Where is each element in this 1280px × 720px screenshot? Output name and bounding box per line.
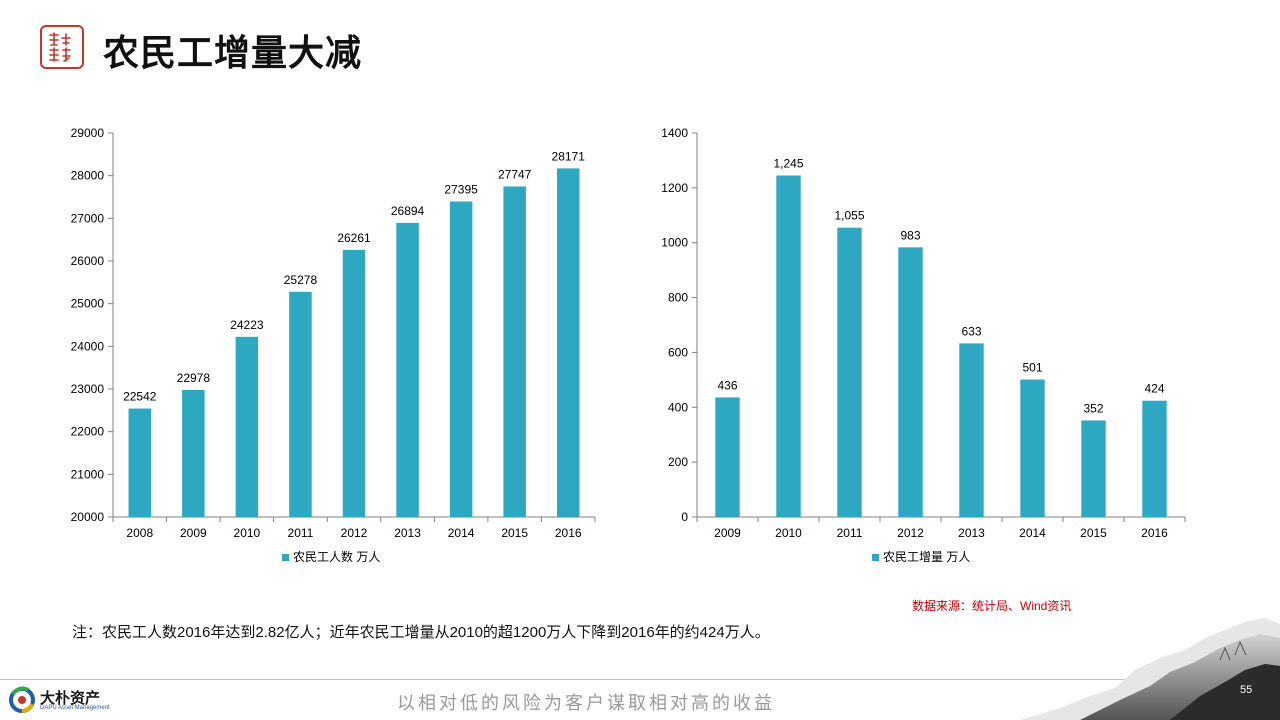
y-tick-label: 1200 bbox=[661, 181, 688, 195]
x-tick-label: 2009 bbox=[180, 526, 207, 540]
bar bbox=[959, 343, 984, 517]
y-tick-label: 21000 bbox=[71, 467, 105, 481]
x-tick-label: 2016 bbox=[555, 526, 582, 540]
bar bbox=[342, 249, 366, 517]
y-tick-label: 23000 bbox=[71, 382, 105, 396]
data-label: 22542 bbox=[123, 390, 157, 404]
bar bbox=[503, 186, 526, 517]
data-label: 26261 bbox=[337, 231, 371, 245]
footnote: 注：农民工人数2016年达到2.82亿人；近年农民工增量从2010的超1200万… bbox=[72, 624, 770, 641]
data-label: 1,055 bbox=[834, 209, 864, 223]
y-tick-label: 25000 bbox=[71, 297, 105, 311]
legend-label: 农民工增量 万人 bbox=[883, 550, 970, 564]
data-label: 24223 bbox=[230, 318, 264, 332]
x-tick-label: 2015 bbox=[501, 526, 528, 540]
data-label: 436 bbox=[717, 378, 737, 392]
y-tick-label: 24000 bbox=[71, 339, 105, 353]
bar bbox=[1142, 400, 1167, 517]
data-label: 27395 bbox=[444, 182, 478, 196]
bar bbox=[449, 201, 473, 517]
x-tick-label: 2016 bbox=[1141, 526, 1168, 540]
y-tick-label: 600 bbox=[668, 345, 688, 359]
x-tick-label: 2015 bbox=[1080, 526, 1107, 540]
x-tick-label: 2014 bbox=[1019, 526, 1046, 540]
ink-mountain-decoration bbox=[1020, 618, 1280, 720]
data-label: 22978 bbox=[177, 371, 211, 385]
data-label: 352 bbox=[1083, 401, 1103, 415]
y-tick-label: 20000 bbox=[71, 510, 105, 524]
bar bbox=[1081, 420, 1106, 517]
data-label: 27747 bbox=[498, 167, 532, 181]
x-tick-label: 2009 bbox=[714, 526, 741, 540]
bar bbox=[1020, 379, 1045, 517]
x-tick-label: 2012 bbox=[897, 526, 924, 540]
bar bbox=[556, 168, 580, 517]
x-tick-label: 2011 bbox=[837, 526, 863, 540]
bar bbox=[396, 222, 419, 517]
company-logo: 大朴资产 DAPU Asset Management bbox=[8, 686, 118, 716]
company-logo-icon bbox=[9, 686, 35, 713]
bar bbox=[235, 336, 259, 517]
bar bbox=[128, 408, 152, 517]
legend-swatch bbox=[282, 554, 289, 561]
x-tick-label: 2014 bbox=[448, 526, 475, 540]
data-label: 25278 bbox=[284, 273, 318, 287]
data-label: 983 bbox=[900, 228, 920, 242]
data-label: 1,245 bbox=[773, 157, 803, 171]
page-number: 55 bbox=[1240, 684, 1253, 696]
y-tick-label: 27000 bbox=[71, 211, 105, 225]
footer-divider bbox=[0, 679, 1235, 680]
bar bbox=[289, 291, 312, 517]
y-tick-label: 0 bbox=[681, 510, 688, 524]
seal-icon bbox=[49, 32, 71, 62]
y-tick-label: 200 bbox=[668, 455, 688, 469]
legend-label: 农民工人数 万人 bbox=[293, 549, 380, 564]
bar bbox=[182, 389, 205, 517]
y-tick-label: 400 bbox=[668, 400, 688, 414]
bar bbox=[837, 227, 862, 517]
slogan: 以相对低的风险为客户谋取相对高的收益 bbox=[397, 693, 775, 714]
page-title: 农民工增量大减 bbox=[103, 32, 363, 73]
x-tick-label: 2010 bbox=[234, 526, 261, 540]
y-tick-label: 1400 bbox=[661, 126, 688, 140]
data-label: 501 bbox=[1022, 361, 1042, 375]
bar bbox=[776, 175, 801, 517]
bar bbox=[898, 247, 923, 517]
y-tick-label: 26000 bbox=[71, 254, 105, 268]
data-label: 424 bbox=[1144, 382, 1164, 396]
company-name: 大朴资产 bbox=[40, 690, 101, 707]
data-source: 数据来源：统计局、Wind资讯 bbox=[912, 599, 1072, 613]
x-tick-label: 2010 bbox=[775, 526, 802, 540]
chart-farmer-workers-increase: 0 200 400 600 800 1000 1200 1400 436 2009 1,245 201… bbox=[661, 126, 1186, 564]
data-label: 28171 bbox=[552, 149, 586, 163]
chart-farmer-workers-total: 20000 21000 22000 23000 24000 25000 26000 27000… bbox=[71, 126, 596, 564]
y-tick-label: 29000 bbox=[71, 126, 105, 140]
data-label: 26894 bbox=[391, 204, 425, 218]
data-label: 633 bbox=[961, 324, 981, 338]
x-tick-label: 2013 bbox=[394, 526, 421, 540]
y-tick-label: 28000 bbox=[71, 169, 105, 183]
company-name-en: DAPU Asset Management bbox=[40, 705, 110, 711]
legend-swatch bbox=[872, 554, 879, 561]
x-tick-label: 2008 bbox=[126, 526, 153, 540]
x-tick-label: 2011 bbox=[288, 526, 314, 540]
y-tick-label: 1000 bbox=[661, 236, 688, 250]
y-tick-label: 22000 bbox=[71, 425, 105, 439]
seal-logo bbox=[40, 25, 84, 69]
x-tick-label: 2012 bbox=[341, 526, 368, 540]
bar bbox=[715, 397, 740, 517]
x-tick-label: 2013 bbox=[958, 526, 985, 540]
y-tick-label: 800 bbox=[668, 291, 688, 305]
